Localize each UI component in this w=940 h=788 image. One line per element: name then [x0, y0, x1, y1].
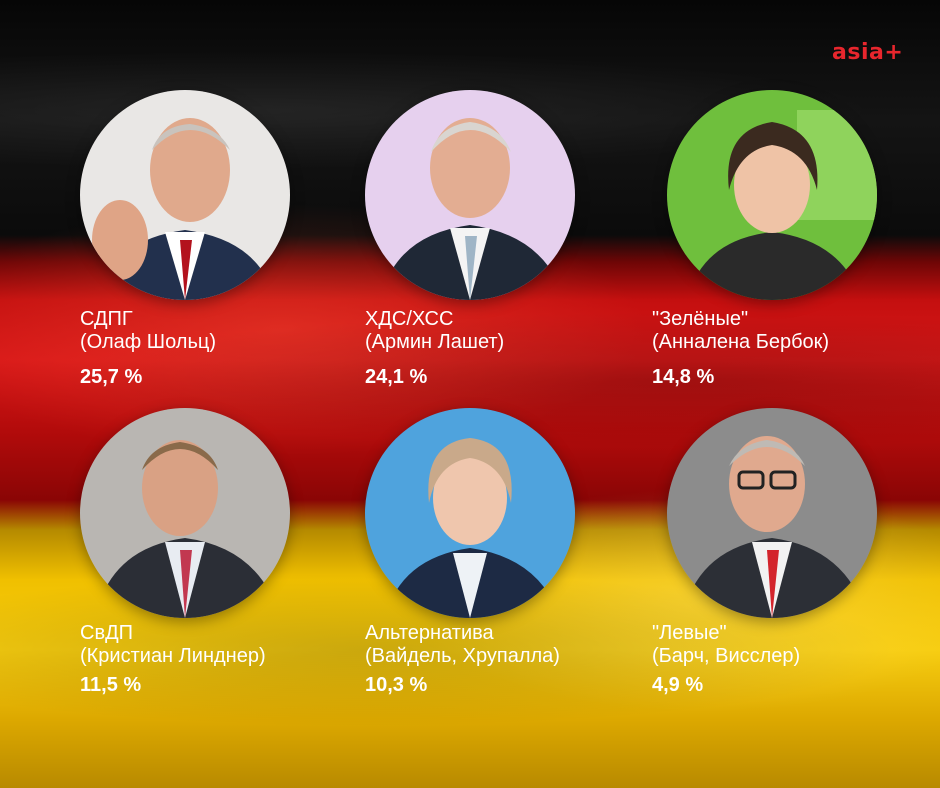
olaf-scholz-portrait — [80, 90, 290, 300]
candidate-label: "Зелёные" (Анналена Бербок) — [652, 308, 829, 354]
vote-percent: 25,7 % — [80, 366, 143, 388]
candidate-label: Альтернатива (Вайдель, Хрупалла) — [365, 622, 560, 668]
party-name: Альтернатива — [365, 622, 494, 644]
asia-plus-logo[interactable]: asia+ — [832, 40, 904, 65]
party-name: "Левые" — [652, 622, 727, 644]
candidate-card-cdu-csu: ХДС/ХСС (Армин Лашет) 24,1 % — [365, 90, 625, 390]
leader-name: (Армин Лашет) — [365, 331, 505, 353]
leader-name: (Барч, Висслер) — [652, 645, 801, 667]
candidate-label: ХДС/ХСС (Армин Лашет) — [365, 308, 504, 354]
dietmar-bartsch-portrait — [667, 408, 877, 618]
vote-percent: 24,1 % — [365, 366, 428, 388]
candidate-label: СвДП (Кристиан Линднер) — [80, 622, 266, 668]
party-name: ХДС/ХСС — [365, 308, 454, 330]
candidate-card-left: "Левые" (Барч, Висслер) 4,9 % — [652, 408, 912, 708]
alice-weidel-portrait — [365, 408, 575, 618]
leader-name: (Вайдель, Хрупалла) — [365, 645, 560, 667]
candidate-card-fdp: СвДП (Кристиан Линднер) 11,5 % — [80, 408, 340, 708]
armin-laschet-portrait — [365, 90, 575, 300]
annalena-baerbock-portrait — [667, 90, 877, 300]
vote-percent: 4,9 % — [652, 674, 704, 696]
vote-percent: 11,5 % — [80, 674, 142, 696]
candidate-card-afd: Альтернатива (Вайдель, Хрупалла) 10,3 % — [365, 408, 625, 708]
christian-lindner-portrait — [80, 408, 290, 618]
vote-percent: 10,3 % — [365, 674, 428, 696]
party-name: "Зелёные" — [652, 308, 749, 330]
candidate-card-spd: СДПГ (Олаф Шольц) 25,7 % — [80, 90, 340, 390]
leader-name: (Анналена Бербок) — [652, 331, 830, 353]
party-name: СДПГ — [80, 308, 133, 330]
leader-name: (Олаф Шольц) — [80, 331, 217, 353]
candidate-label: "Левые" (Барч, Висслер) — [652, 622, 800, 668]
vote-percent: 14,8 % — [652, 366, 715, 388]
party-name: СвДП — [80, 622, 133, 644]
candidate-label: СДПГ (Олаф Шольц) — [80, 308, 216, 354]
candidate-card-greens: "Зелёные" (Анналена Бербок) 14,8 % — [652, 90, 912, 390]
leader-name: (Кристиан Линднер) — [80, 645, 266, 667]
